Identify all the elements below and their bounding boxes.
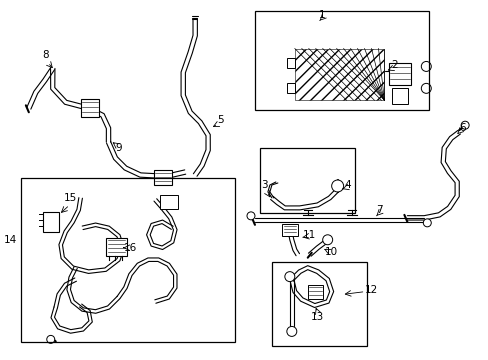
Circle shape	[421, 62, 430, 71]
Text: 9: 9	[115, 143, 122, 153]
Circle shape	[286, 327, 296, 336]
Circle shape	[331, 180, 343, 192]
Bar	[254, 11, 428, 110]
Text: 5: 5	[216, 115, 223, 125]
Text: 10: 10	[325, 247, 338, 257]
Text: 12: 12	[364, 284, 377, 294]
Bar	[42, 212, 59, 232]
Bar	[160, 195, 178, 209]
Circle shape	[421, 84, 430, 93]
Bar	[105, 238, 127, 256]
Text: 13: 13	[310, 312, 324, 323]
Text: 8: 8	[42, 50, 49, 60]
Text: 14: 14	[4, 235, 18, 245]
Circle shape	[285, 272, 294, 282]
Circle shape	[423, 219, 430, 227]
Bar	[294, 49, 384, 100]
Bar	[286, 58, 294, 68]
Text: 4: 4	[344, 180, 350, 190]
Circle shape	[322, 235, 332, 245]
Bar	[154, 170, 172, 185]
Circle shape	[47, 336, 55, 343]
Bar	[81, 99, 99, 117]
Bar	[388, 63, 410, 85]
Bar	[281, 224, 297, 236]
Text: 16: 16	[123, 243, 137, 253]
Circle shape	[246, 212, 254, 220]
Text: 7: 7	[375, 205, 382, 215]
Text: 11: 11	[303, 230, 316, 240]
Bar	[260, 148, 354, 213]
Bar	[271, 262, 366, 346]
Bar	[307, 285, 322, 298]
Bar	[286, 84, 294, 93]
Text: 15: 15	[64, 193, 77, 203]
Text: 1: 1	[318, 10, 325, 20]
Circle shape	[460, 121, 468, 129]
Text: 3: 3	[261, 180, 268, 190]
Text: 6: 6	[458, 123, 465, 133]
Bar	[21, 178, 235, 342]
Text: 2: 2	[390, 60, 397, 71]
Bar	[392, 88, 407, 104]
